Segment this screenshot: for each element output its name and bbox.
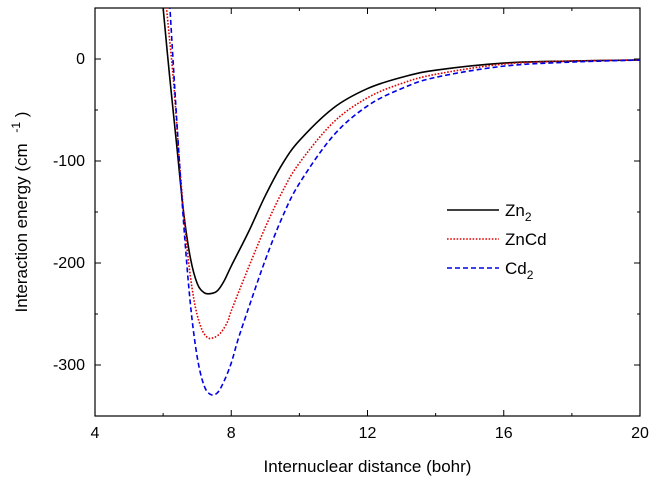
- legend-label-name: Cd: [505, 259, 527, 278]
- x-tick-label: 4: [91, 425, 100, 442]
- legend-label: Zn2: [505, 201, 532, 224]
- y-axis-label-main: Interaction energy (cm: [12, 143, 31, 312]
- ticks-group: 4 8 12 16 20 0 -100 -200 -300: [53, 7, 649, 442]
- x-tick-label: 12: [359, 425, 377, 442]
- plot-frame: [94, 7, 641, 417]
- y-axis-label-sup: -1: [9, 122, 23, 133]
- legend-label-name: Zn: [505, 201, 525, 220]
- x-tick-label: 8: [227, 425, 236, 442]
- series-line-zncd: [165, 8, 640, 340]
- y-tick-label: -300: [53, 357, 85, 374]
- legend-label-name: ZnCd: [505, 230, 547, 249]
- legend-label: ZnCd: [505, 230, 547, 249]
- y-axis-label: Interaction energy (cm -1 ): [5, 112, 31, 313]
- x-axis-label: Internuclear distance (bohr): [264, 457, 472, 476]
- legend-label: Cd2: [505, 259, 534, 282]
- y-tick-label: -200: [53, 255, 85, 272]
- series-group: [162, 8, 640, 396]
- x-tick-label: 20: [631, 425, 649, 442]
- series-line-cd2: [169, 8, 640, 396]
- x-tick-label: 16: [495, 425, 513, 442]
- legend-label-subscript: 2: [527, 268, 534, 282]
- y-tick-label: -100: [53, 153, 85, 170]
- y-tick-label: 0: [76, 51, 85, 68]
- series-line-zn2: [162, 8, 640, 295]
- y-axis-label-close: ): [12, 112, 31, 118]
- legend-label-subscript: 2: [525, 210, 532, 224]
